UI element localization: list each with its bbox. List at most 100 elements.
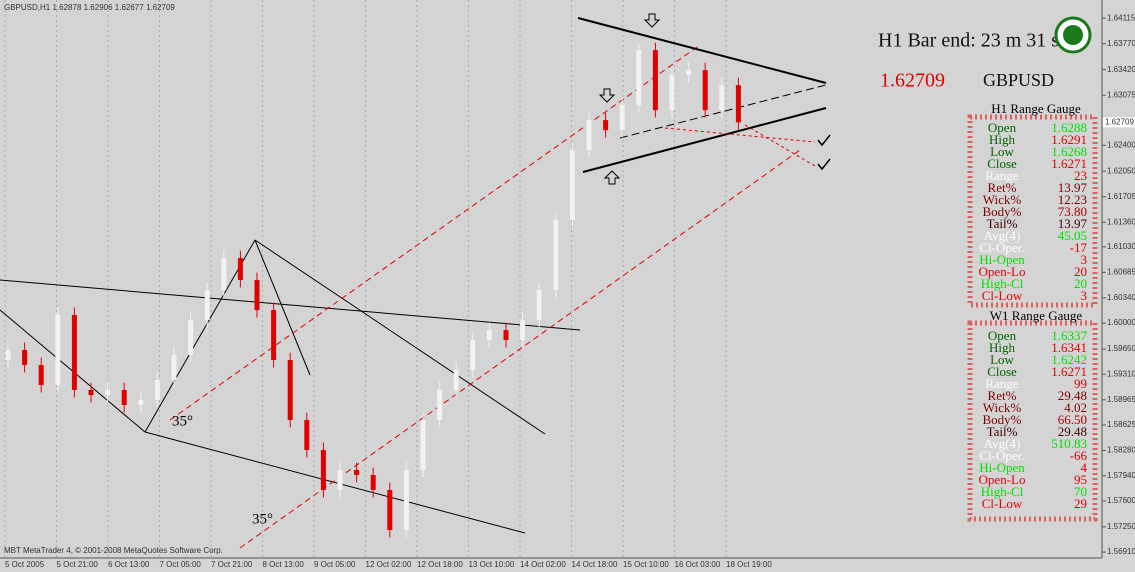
candle-body: [138, 400, 144, 405]
x-tick-label: 12 Oct 02:00: [366, 560, 412, 569]
gauge-label: Open-Lo: [979, 264, 1026, 279]
bar-end-timer: H1 Bar end: 23 m 31 s: [878, 30, 1059, 52]
candle-body: [22, 349, 28, 366]
gauge-value: 3: [1081, 252, 1088, 267]
gauge-value: 20: [1074, 276, 1087, 291]
candle-body: [5, 349, 11, 361]
current-price: 1.62709: [880, 70, 945, 92]
candle-body: [320, 449, 326, 490]
x-tick-label: 6 Oct 13:00: [108, 560, 150, 569]
y-tick-label: 1.58280: [1107, 446, 1135, 455]
x-tick-label: 5 Oct 2005: [5, 560, 45, 569]
gauge-label: Cl-Oper.: [979, 240, 1024, 255]
y-tick-label: 1.61705: [1107, 192, 1135, 201]
gauge-label: Cl-Low: [982, 288, 1023, 303]
x-tick-label: 5 Oct 21:00: [57, 560, 99, 569]
gauge-label: Avg(4): [984, 436, 1021, 451]
y-tick-label: 1.57600: [1107, 496, 1135, 505]
gauge-value: 70: [1074, 484, 1087, 499]
gauge-label: Hi-Open: [979, 460, 1025, 475]
candle-body: [603, 120, 609, 131]
candle-body: [221, 258, 227, 291]
gauge-label: Cl-Oper.: [979, 448, 1024, 463]
gauge-label: Open: [988, 328, 1017, 343]
gauge-value: 510.83: [1051, 436, 1087, 451]
candle-body: [370, 475, 376, 490]
x-tick-label: 7 Oct 21:00: [211, 560, 253, 569]
gauge-label: High: [989, 340, 1016, 355]
gauge-label: Ret%: [988, 180, 1017, 195]
gauge-label: Close: [987, 364, 1017, 379]
gauge-label: Close: [987, 156, 1017, 171]
gauge-value: 23: [1074, 168, 1087, 183]
y-tick-label: 1.62050: [1107, 166, 1135, 175]
candle-body: [271, 310, 277, 360]
y-tick-label: 1.60000: [1107, 318, 1135, 327]
gauge-label: Open-Lo: [979, 472, 1026, 487]
candle-body: [553, 220, 559, 291]
candle-body: [254, 280, 260, 311]
candle-body: [154, 380, 160, 401]
x-tick-label: 14 Oct 02:00: [520, 560, 566, 569]
y-tick-label: 1.62400: [1107, 140, 1135, 149]
gauge-value: 45.05: [1058, 228, 1087, 243]
gauge-value: 29.48: [1058, 388, 1087, 403]
y-tick-label: 1.61360: [1107, 217, 1135, 226]
gauge-label: Wick%: [983, 400, 1022, 415]
price-marker: [1103, 117, 1135, 128]
candle-body: [204, 290, 210, 321]
symbol-label: GBPUSD: [983, 70, 1054, 90]
candle-body: [619, 105, 625, 131]
gauge-label: High: [989, 132, 1016, 147]
projection-line: [664, 127, 816, 143]
gauge-label: Tail%: [987, 216, 1018, 231]
gauge-value: 66.50: [1058, 412, 1087, 427]
gauge-value: 1.6271: [1051, 364, 1087, 379]
y-tick-label: 1.58625: [1107, 420, 1135, 429]
candle-body: [237, 258, 243, 281]
gauge-value: -17: [1070, 240, 1088, 255]
candle-body: [486, 330, 492, 341]
gauge-label: Low: [990, 144, 1014, 159]
gauge-value: 1.6288: [1051, 120, 1087, 135]
gauge-title: H1 Range Gauge: [991, 101, 1081, 116]
gauge-value: 4: [1081, 460, 1088, 475]
gauge-value: 99: [1074, 376, 1087, 391]
candle-body: [503, 330, 509, 341]
candle-body: [453, 369, 459, 391]
footer: MBT MetaTrader 4, © 2001-2008 MetaQuotes…: [4, 546, 223, 555]
channel-line: [239, 149, 801, 549]
x-tick-label: 12 Oct 18:00: [417, 560, 463, 569]
x-tick-label: 18 Oct 19:00: [726, 560, 772, 569]
gauge-label: High-Cl: [981, 276, 1024, 291]
candle-body: [437, 390, 443, 421]
gauge-label: Hi-Open: [979, 252, 1025, 267]
gauge-label: Body%: [983, 204, 1022, 219]
candle-body: [188, 320, 194, 356]
gauge-value: 20: [1074, 264, 1087, 279]
y-tick-label: 1.59310: [1107, 369, 1135, 378]
candle-body: [420, 420, 426, 470]
gauge-value: 1.6291: [1051, 132, 1087, 147]
channel-line: [169, 44, 701, 421]
x-tick-label: 7 Oct 05:00: [160, 560, 202, 569]
candle-body: [636, 50, 642, 106]
trend-line: [254, 239, 546, 435]
candle-body: [536, 290, 542, 321]
gauge-value: -66: [1070, 448, 1088, 463]
gauge-value: 73.80: [1058, 204, 1087, 219]
candle-body: [287, 359, 293, 421]
y-tick-label: 1.63770: [1107, 39, 1135, 48]
triangle-line: [577, 17, 827, 84]
y-tick-label: 1.63075: [1107, 90, 1135, 99]
check-marks: [817, 134, 831, 171]
price-marker-label: 1.62709: [1105, 117, 1134, 126]
trend-line: [144, 239, 256, 433]
candle-body: [569, 150, 575, 221]
gauge-border: [967, 114, 1098, 308]
projection-line: [744, 124, 816, 167]
candle-body: [337, 469, 343, 490]
triangle-line: [582, 107, 827, 173]
logo-core: [1063, 25, 1083, 45]
